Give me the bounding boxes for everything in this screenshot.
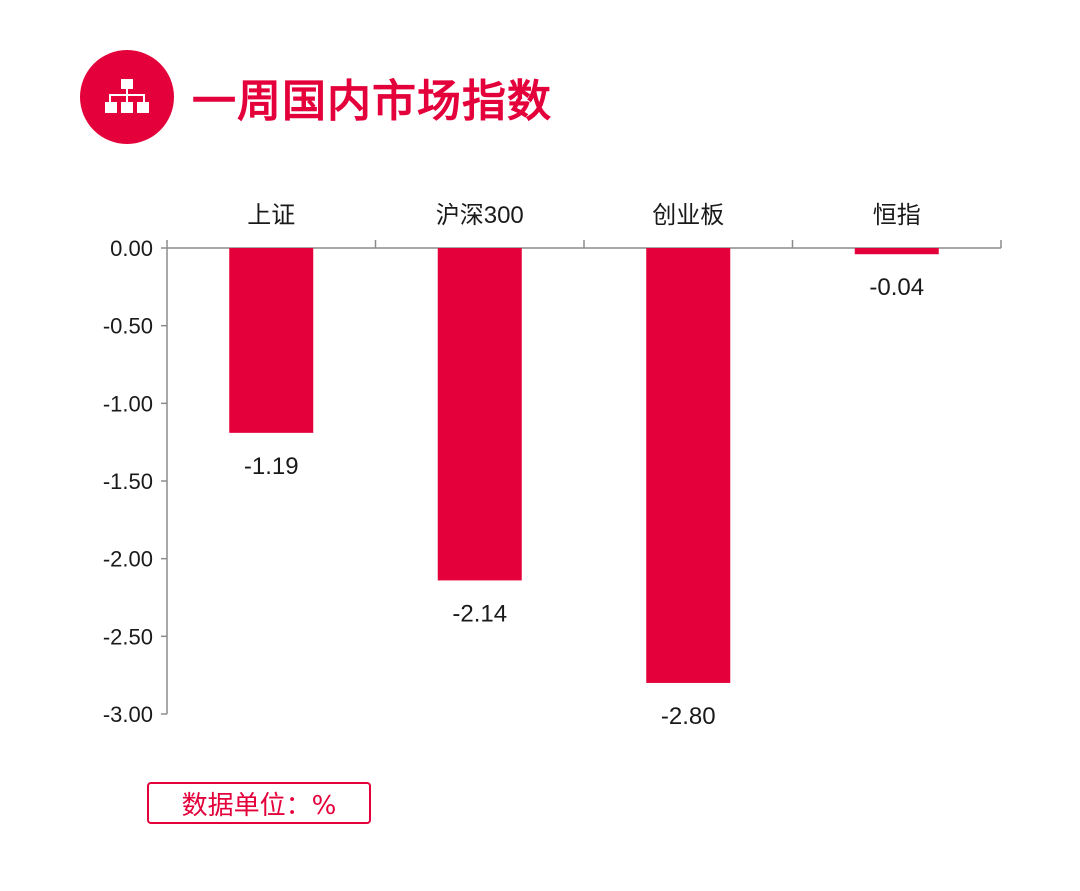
y-tick-label: 0.00: [110, 236, 153, 261]
bar: [437, 248, 522, 581]
y-tick-label: -1.50: [103, 469, 153, 494]
category-label: 创业板: [652, 202, 724, 229]
y-tick-label: -1.00: [103, 391, 153, 416]
bar: [854, 248, 939, 255]
category-label: 沪深300: [436, 202, 524, 229]
unit-label: 数据单位：%: [147, 782, 371, 824]
y-tick-label: -3.00: [103, 702, 153, 727]
data-label: -2.14: [452, 600, 507, 627]
category-label: 恒指: [873, 202, 921, 229]
sitemap-icon-glyph: [105, 79, 149, 113]
y-tick-label: -2.00: [103, 547, 153, 572]
data-label: -2.80: [661, 703, 716, 730]
data-label: -0.04: [869, 274, 924, 301]
bar: [646, 248, 731, 683]
category-label: 上证: [247, 202, 295, 229]
sitemap-icon: [80, 50, 174, 144]
bar: [229, 248, 314, 433]
y-tick-label: -0.50: [103, 314, 153, 339]
chart-title: 一周国内市场指数: [192, 76, 552, 127]
chart-header: 一周国内市场指数: [80, 50, 552, 144]
y-tick-label: -2.50: [103, 624, 153, 649]
data-label: -1.19: [244, 453, 299, 480]
